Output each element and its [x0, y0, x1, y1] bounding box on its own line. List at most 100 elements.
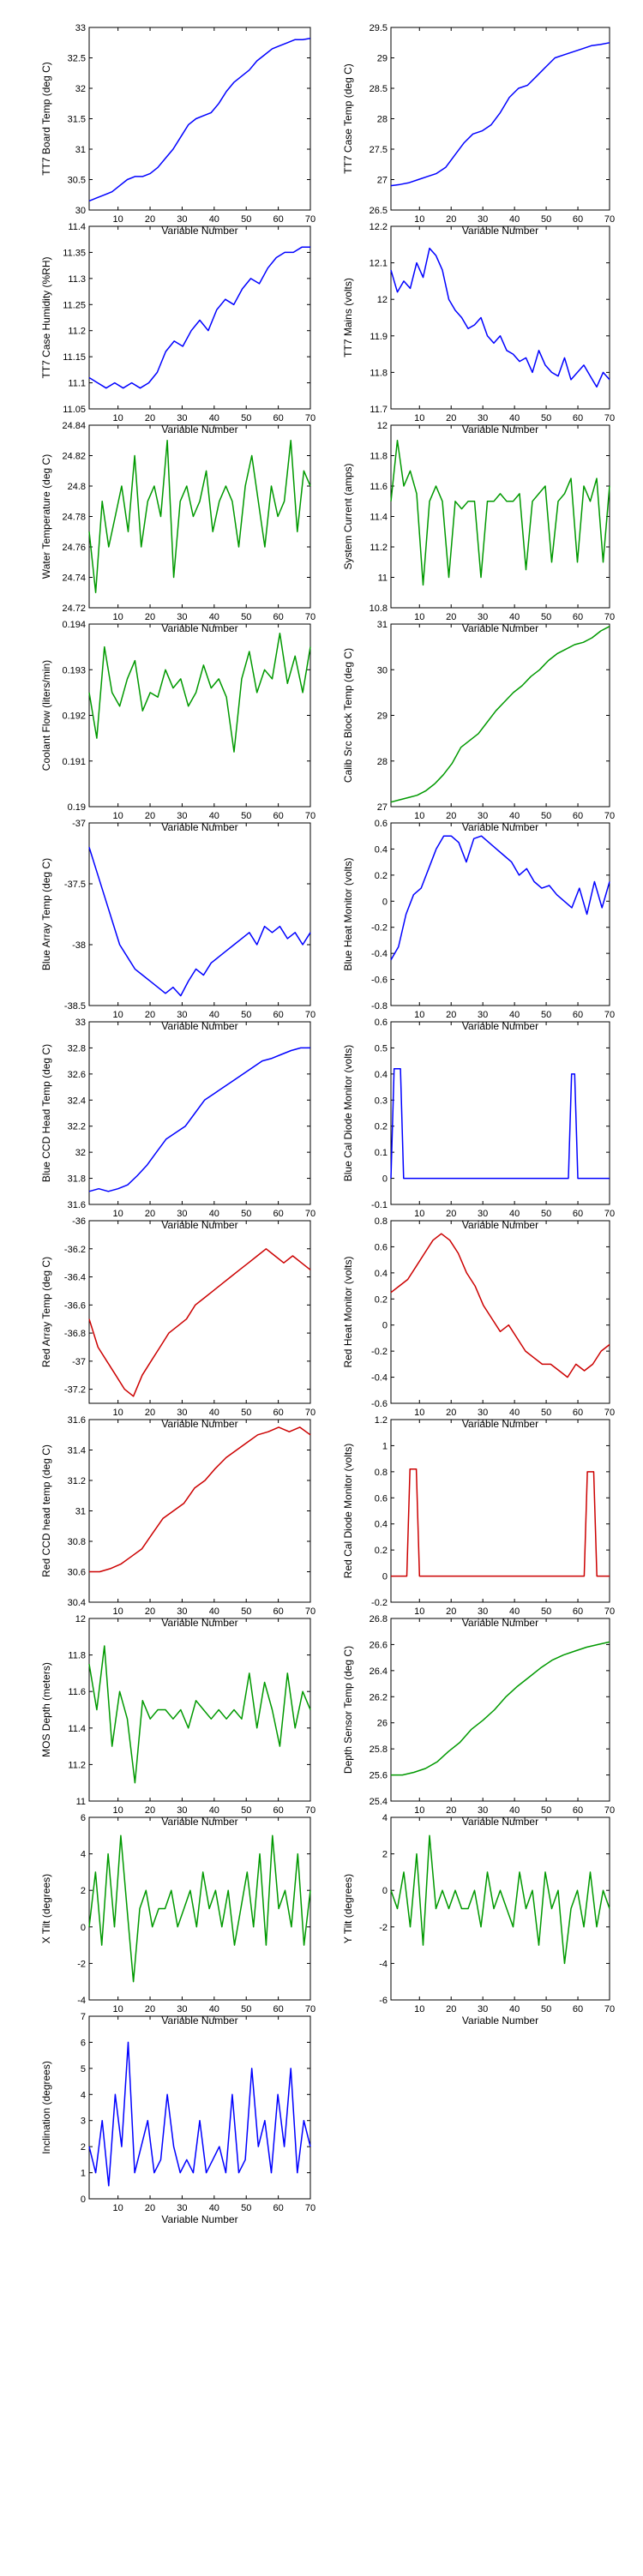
x-tick-label: 50: [241, 413, 251, 423]
y-tick-label: -6: [379, 1996, 388, 2006]
x-axis-label: Variable Number: [462, 1020, 538, 1032]
x-tick-label: 10: [113, 1805, 123, 1816]
y-tick-label: 11.8: [68, 1651, 86, 1661]
y-tick-label: -4: [77, 1996, 86, 2006]
x-tick-label: 30: [478, 1805, 488, 1816]
x-tick-label: 20: [145, 1209, 155, 1219]
x-tick-label: 30: [177, 1606, 187, 1617]
y-tick-label: 11.25: [63, 300, 86, 310]
x-tick-label: 10: [113, 612, 123, 622]
y-tick-label: 1.2: [375, 1415, 388, 1426]
y-tick-label: -37: [72, 819, 86, 829]
x-axis-label: Variable Number: [462, 1617, 538, 1629]
x-tick-label: 10: [414, 1010, 424, 1020]
x-tick-label: 30: [478, 214, 488, 225]
chart-panel: 10 20 30 40 50 60 70 -6 -4 -2 0 2 4 Variable Number Y …: [342, 1813, 615, 2027]
x-tick-label: 10: [414, 2004, 424, 2015]
x-tick-label: 20: [145, 811, 155, 821]
x-tick-label: 20: [145, 1408, 155, 1418]
y-axis-label: Blue Array Temp (deg C): [40, 858, 52, 970]
y-axis-label: Red CCD head temp (deg C): [40, 1444, 52, 1577]
x-tick-label: 60: [573, 1209, 583, 1219]
y-tick-label: -2: [379, 1923, 388, 1933]
x-tick-label: 60: [573, 413, 583, 423]
y-tick-label: -0.1: [371, 1200, 388, 1210]
x-tick-label: 40: [509, 2004, 520, 2015]
x-tick-label: 60: [273, 1606, 283, 1617]
x-tick-label: 70: [305, 413, 315, 423]
x-tick-label: 70: [604, 1010, 615, 1020]
x-tick-label: 20: [145, 413, 155, 423]
y-tick-label: 26.4: [370, 1666, 388, 1677]
x-tick-label: 30: [478, 1408, 488, 1418]
y-tick-label: -36: [72, 1216, 86, 1227]
x-tick-label: 40: [509, 1408, 520, 1418]
y-tick-label: 2: [81, 1886, 86, 1896]
y-tick-label: 3: [81, 2117, 86, 2127]
y-tick-label: 24.74: [62, 573, 86, 584]
x-tick-label: 70: [305, 214, 315, 225]
y-tick-label: 11.15: [63, 352, 86, 363]
x-tick-label: 20: [446, 1010, 456, 1020]
plot-frame: [88, 1220, 311, 1404]
y-tick-label: -36.2: [64, 1245, 86, 1255]
y-axis-label: Blue CCD Head Temp (deg C): [40, 1044, 52, 1182]
chart-panel: 10 20 30 40 50 60 70 25.4 25.6 25.8 26 26.2 26.4 26.6…: [342, 1614, 615, 1828]
x-tick-label: 70: [305, 1805, 315, 1816]
plot-frame: [390, 1220, 610, 1404]
y-tick-label: 0.4: [375, 1520, 388, 1530]
series-line: [88, 38, 311, 202]
x-tick-label: 70: [604, 1408, 615, 1418]
y-tick-label: 0.5: [375, 1043, 388, 1054]
x-tick-label: 30: [478, 1606, 488, 1617]
y-axis-label: Coolant Flow (liters/min): [40, 660, 52, 771]
x-tick-label: 50: [541, 612, 551, 622]
x-tick-label: 70: [305, 1209, 315, 1219]
y-tick-label: 0: [81, 2195, 86, 2205]
chart-panel: 10 20 30 40 50 60 70 0 1 2 3 4 5 6 7 Variable Number Inc…: [40, 2012, 315, 2225]
chart-panel: 10 20 30 40 50 60 70 31.6 31.8 32 32.2 32.4 32.6 32.8…: [40, 1018, 315, 1231]
x-axis-label: Variable Number: [462, 1418, 538, 1430]
x-tick-label: 40: [209, 1408, 219, 1418]
y-tick-label: 30.4: [68, 1598, 86, 1608]
x-axis-label: Variable Number: [161, 1816, 237, 1828]
x-tick-label: 70: [604, 214, 615, 225]
plot-frame: [88, 424, 311, 609]
x-axis-label: Variable Number: [462, 821, 538, 833]
y-tick-label: 32.8: [68, 1043, 86, 1054]
y-axis-label: Y Tilt (degrees): [342, 1874, 354, 1943]
y-tick-label: -0.4: [371, 1373, 388, 1384]
y-tick-label: 31.2: [68, 1476, 86, 1486]
y-tick-label: -0.2: [371, 923, 388, 934]
x-tick-label: 70: [305, 2203, 315, 2213]
x-tick-label: 20: [145, 2203, 155, 2213]
chart-panel: 10 20 30 40 50 60 70 -0.1 0 0.1 0.2 0.3 0.4 0.5 0.6 Var…: [342, 1018, 615, 1231]
y-tick-label: -0.2: [371, 1598, 388, 1608]
y-tick-label: 29: [377, 712, 388, 722]
y-tick-label: 11.05: [63, 405, 86, 415]
x-tick-label: 50: [541, 2004, 551, 2015]
x-tick-label: 40: [209, 2203, 219, 2213]
y-tick-label: 11.4: [68, 1724, 86, 1734]
y-tick-label: 4: [382, 1813, 388, 1823]
x-tick-label: 20: [145, 612, 155, 622]
y-tick-label: -0.8: [371, 1001, 388, 1012]
y-tick-label: 0.19: [68, 802, 86, 813]
y-tick-label: -36.4: [64, 1273, 86, 1283]
y-tick-label: 32.6: [68, 1070, 86, 1080]
y-tick-label: 30.5: [68, 176, 86, 186]
x-tick-label: 40: [509, 413, 520, 423]
x-tick-label: 70: [604, 1209, 615, 1219]
y-tick-label: 32.2: [68, 1122, 86, 1132]
x-tick-label: 20: [446, 811, 456, 821]
x-tick-label: 40: [509, 214, 520, 225]
series-line: [390, 247, 610, 388]
x-tick-label: 60: [273, 413, 283, 423]
y-tick-label: 0.2: [375, 871, 388, 881]
y-axis-label: Red Array Temp (deg C): [40, 1257, 52, 1367]
y-tick-label: -37.5: [64, 880, 86, 890]
x-tick-label: 10: [414, 811, 424, 821]
x-tick-label: 30: [177, 2004, 187, 2015]
